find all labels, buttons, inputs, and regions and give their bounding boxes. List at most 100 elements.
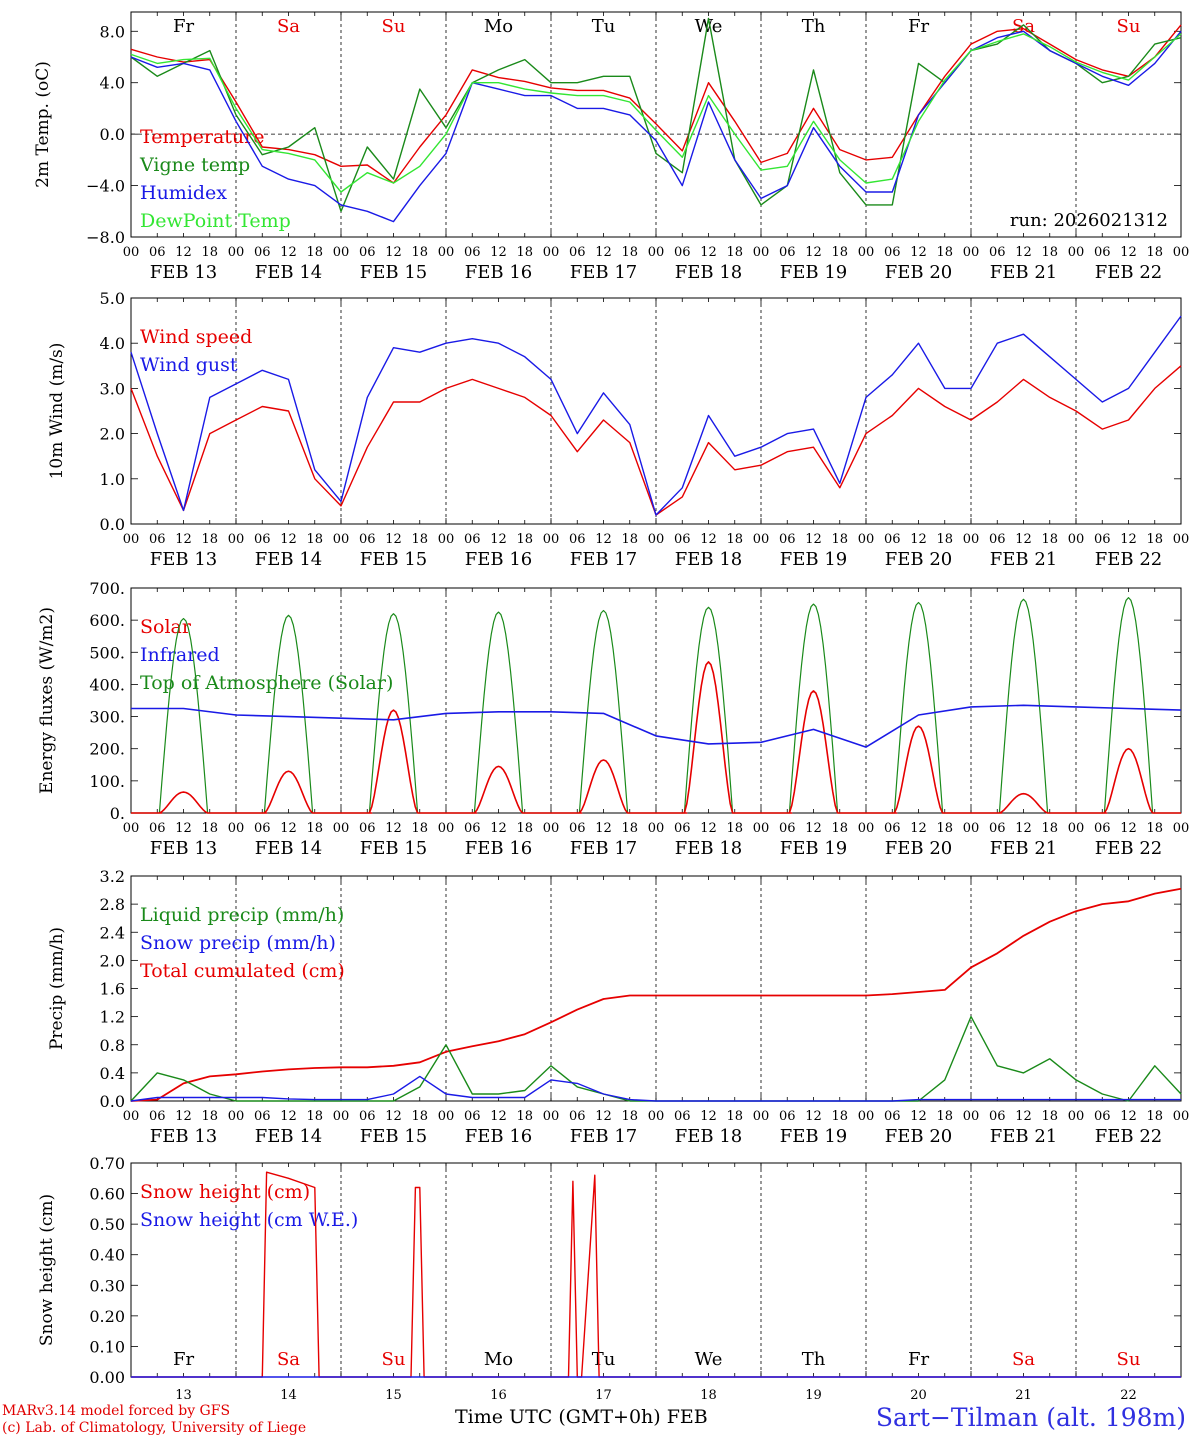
top-day-name: We bbox=[695, 16, 723, 37]
panel-3-hour-label: 12 bbox=[490, 1109, 507, 1124]
panel-0-legend-entry: Temperature bbox=[140, 126, 264, 148]
credit-line-1: MARv3.14 model forced by GFS bbox=[2, 1403, 231, 1419]
panel-3-hour-label: 18 bbox=[726, 1109, 743, 1124]
panel-1-date-label: FEB 16 bbox=[465, 549, 532, 570]
panel-0-hour-label: 00 bbox=[963, 245, 980, 260]
panel-3-hour-label: 12 bbox=[175, 1109, 192, 1124]
panel-2-hour-label: 06 bbox=[674, 821, 691, 836]
panel-0-date-label: FEB 21 bbox=[990, 262, 1057, 283]
panel-2-hour-label: 00 bbox=[648, 821, 665, 836]
panel-2-hour-label: 06 bbox=[1094, 821, 1111, 836]
panel-0-date-label: FEB 13 bbox=[150, 262, 217, 283]
panel-1-date-label: FEB 18 bbox=[675, 549, 742, 570]
panel-0-hour-label: 12 bbox=[175, 245, 192, 260]
panel-0-hour-label: 06 bbox=[674, 245, 691, 260]
bottom-day-name: Th bbox=[802, 1349, 826, 1370]
panel-3-y-tick-label: 2.8 bbox=[100, 895, 125, 914]
panel-4-legend-entry: Snow height (cm) bbox=[140, 1181, 310, 1203]
panel-2-legend-entry: Top of Atmosphere (Solar) bbox=[140, 672, 393, 694]
panel-3-hour-label: 00 bbox=[438, 1109, 455, 1124]
panel-2-hour-label: 06 bbox=[569, 821, 586, 836]
panel-3-hour-label: 12 bbox=[595, 1109, 612, 1124]
panel-0-hour-label: 18 bbox=[831, 245, 848, 260]
panel-1-hour-label: 18 bbox=[831, 532, 848, 547]
bottom-day-name: Sa bbox=[1012, 1349, 1035, 1370]
panel-2-hour-label: 18 bbox=[1146, 821, 1163, 836]
panel-3-date-label: FEB 20 bbox=[885, 1126, 952, 1147]
panel-4-series-snow-height-cm- bbox=[131, 1171, 1181, 1378]
panel-1-date-label: FEB 13 bbox=[150, 549, 217, 570]
credit-line-2: (c) Lab. of Climatology, University of L… bbox=[2, 1420, 307, 1436]
panel-3-hour-label: 18 bbox=[621, 1109, 638, 1124]
panel-1-hour-label: 12 bbox=[1120, 532, 1137, 547]
panel-0-hour-label: 12 bbox=[385, 245, 402, 260]
panel-2-hour-label: 00 bbox=[123, 821, 140, 836]
panel-0-hour-label: 06 bbox=[254, 245, 271, 260]
panel-2-date-label: FEB 20 bbox=[885, 838, 952, 859]
panel-2-hour-label: 12 bbox=[1120, 821, 1137, 836]
panel-3-date-label: FEB 16 bbox=[465, 1126, 532, 1147]
panel-2-y-tick-label: 0. bbox=[110, 804, 125, 823]
panel-0-hour-label: 12 bbox=[1015, 245, 1032, 260]
panel-1-hour-label: 18 bbox=[1146, 532, 1163, 547]
panel-2-date-label: FEB 19 bbox=[780, 838, 847, 859]
panel-3-date-label: FEB 19 bbox=[780, 1126, 847, 1147]
panel-0-y-tick-label: 8.0 bbox=[100, 22, 125, 41]
panel-2-hour-label: 06 bbox=[464, 821, 481, 836]
panel-4-legend-entry: Snow height (cm W.E.) bbox=[140, 1209, 358, 1231]
panel-1-hour-label: 06 bbox=[254, 532, 271, 547]
panel-3-hour-label: 00 bbox=[1068, 1109, 1085, 1124]
panel-4-y-tick-label: 0.30 bbox=[89, 1276, 125, 1295]
panel-3-series-snow-precip-mm-h- bbox=[130, 1075, 1181, 1102]
panel-2-y-tick-label: 300. bbox=[89, 708, 125, 727]
panel-1-hour-label: 06 bbox=[779, 532, 796, 547]
panel-1-hour-label: 00 bbox=[543, 532, 560, 547]
panel-1-date-label: FEB 20 bbox=[885, 549, 952, 570]
panel-1-hour-label: 12 bbox=[175, 532, 192, 547]
panel-2-hour-label: 00 bbox=[963, 821, 980, 836]
panel-3-y-axis-label: Precip (mm/h) bbox=[47, 927, 67, 1050]
panel-2-date-label: FEB 15 bbox=[360, 838, 427, 859]
panel-0-series-vigne-temp bbox=[130, 17, 1182, 213]
panel-4-y-tick-label: 0.00 bbox=[89, 1368, 125, 1387]
top-day-name: Mo bbox=[484, 16, 513, 37]
panel-1-hour-label: 06 bbox=[149, 532, 166, 547]
panel-1-hour-label: 06 bbox=[989, 532, 1006, 547]
panel-3-hour-label: 00 bbox=[228, 1109, 245, 1124]
bottom-day-number: 13 bbox=[175, 1388, 192, 1403]
panel-1-hour-label: 12 bbox=[385, 532, 402, 547]
panel-3-date-label: FEB 18 bbox=[675, 1126, 742, 1147]
panel-1-date-label: FEB 21 bbox=[990, 549, 1057, 570]
panel-1-y-tick-label: 4.0 bbox=[100, 334, 125, 353]
bottom-day-number: 18 bbox=[700, 1388, 717, 1403]
panel-3-hour-label: 12 bbox=[280, 1109, 297, 1124]
panel-2-legend-entry: Infrared bbox=[140, 644, 220, 666]
panel-3-legend-entry: Total cumulated (cm) bbox=[140, 960, 345, 982]
panel-0-series-humidex bbox=[130, 30, 1182, 223]
panel-3-hour-label: 06 bbox=[884, 1109, 901, 1124]
panel-2-hour-label: 12 bbox=[595, 821, 612, 836]
panel-3-y-tick-label: 2.4 bbox=[100, 923, 125, 942]
station-name: Sart−Tilman (alt. 198m) bbox=[875, 1403, 1186, 1432]
panel-2-date-label: FEB 17 bbox=[570, 838, 637, 859]
panel-1-hour-label: 00 bbox=[1068, 532, 1085, 547]
panel-0-hour-label: 06 bbox=[884, 245, 901, 260]
panel-2-hour-label: 12 bbox=[490, 821, 507, 836]
panel-1-hour-label: 00 bbox=[438, 532, 455, 547]
panel-0-hour-label: 12 bbox=[595, 245, 612, 260]
panel-0-y-axis-label: 2m Temp. (oC) bbox=[33, 61, 53, 188]
panel-0-legend-entry: DewPoint Temp bbox=[140, 210, 291, 232]
panel-3-hour-label: 18 bbox=[1146, 1109, 1163, 1124]
bottom-day-number: 16 bbox=[490, 1388, 507, 1403]
panel-2-hour-label: 18 bbox=[201, 821, 218, 836]
panel-4-y-tick-label: 0.50 bbox=[89, 1215, 125, 1234]
panel-3-hour-label: 06 bbox=[1094, 1109, 1111, 1124]
panel-1-hour-label: 18 bbox=[621, 532, 638, 547]
bottom-day-number: 19 bbox=[805, 1388, 822, 1403]
panel-0-hour-label: 18 bbox=[621, 245, 638, 260]
panel-1-date-label: FEB 15 bbox=[360, 549, 427, 570]
panel-1-date-label: FEB 19 bbox=[780, 549, 847, 570]
bottom-day-name: Tu bbox=[592, 1349, 616, 1370]
panel-1-hour-label: 18 bbox=[411, 532, 428, 547]
panel-0-date-label: FEB 22 bbox=[1095, 262, 1162, 283]
